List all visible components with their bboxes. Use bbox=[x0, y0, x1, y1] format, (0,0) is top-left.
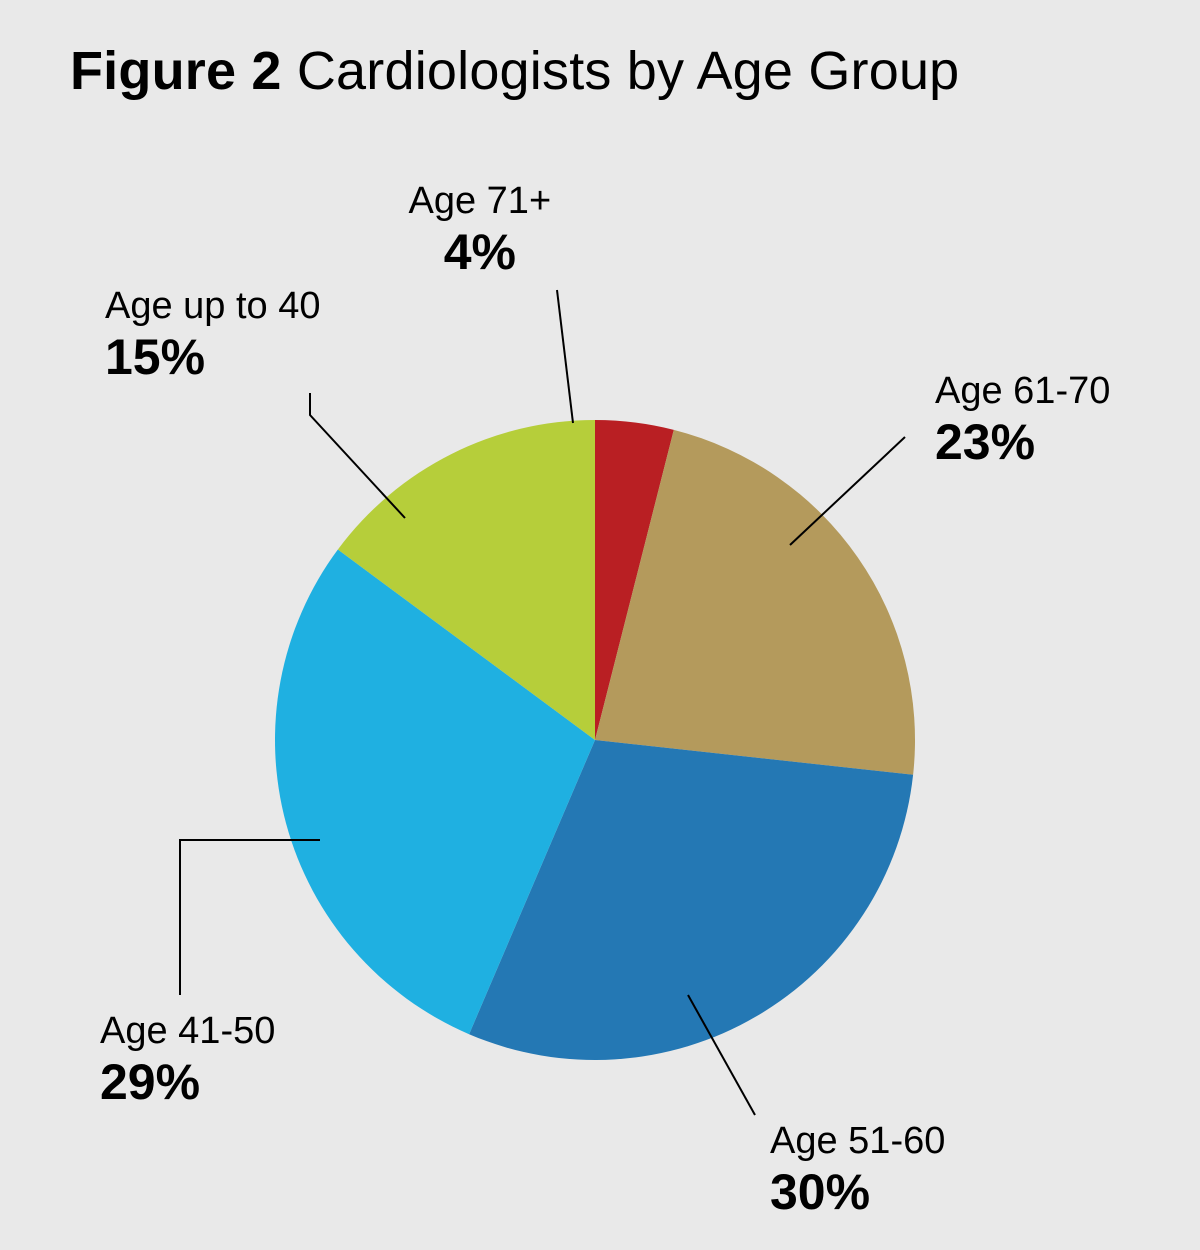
slice-label-up-to-40: Age up to 4015% bbox=[105, 285, 321, 386]
slice-label-pct: 23% bbox=[935, 414, 1110, 472]
slice-label-name: Age 61-70 bbox=[935, 370, 1110, 414]
slice-label-name: Age 51-60 bbox=[770, 1120, 945, 1164]
slice-label-name: Age 41-50 bbox=[100, 1010, 275, 1054]
slice-label-41-50: Age 41-5029% bbox=[100, 1010, 275, 1111]
slice-label-name: Age up to 40 bbox=[105, 285, 321, 329]
slice-label-61-70: Age 61-7023% bbox=[935, 370, 1110, 471]
slice-label-pct: 30% bbox=[770, 1164, 945, 1222]
leader-line-71plus bbox=[557, 290, 573, 423]
slice-label-71plus: Age 71+4% bbox=[409, 180, 552, 281]
slice-label-pct: 4% bbox=[409, 224, 552, 282]
pie-slices-group bbox=[275, 420, 915, 1060]
slice-label-name: Age 71+ bbox=[409, 180, 552, 224]
slice-label-pct: 29% bbox=[100, 1054, 275, 1112]
slice-label-51-60: Age 51-6030% bbox=[770, 1120, 945, 1221]
slice-label-pct: 15% bbox=[105, 329, 321, 387]
leader-line-61-70 bbox=[790, 437, 905, 545]
leader-line-41-50 bbox=[180, 840, 320, 995]
figure-container: Figure 2 Cardiologists by Age Group Age … bbox=[0, 0, 1200, 1250]
